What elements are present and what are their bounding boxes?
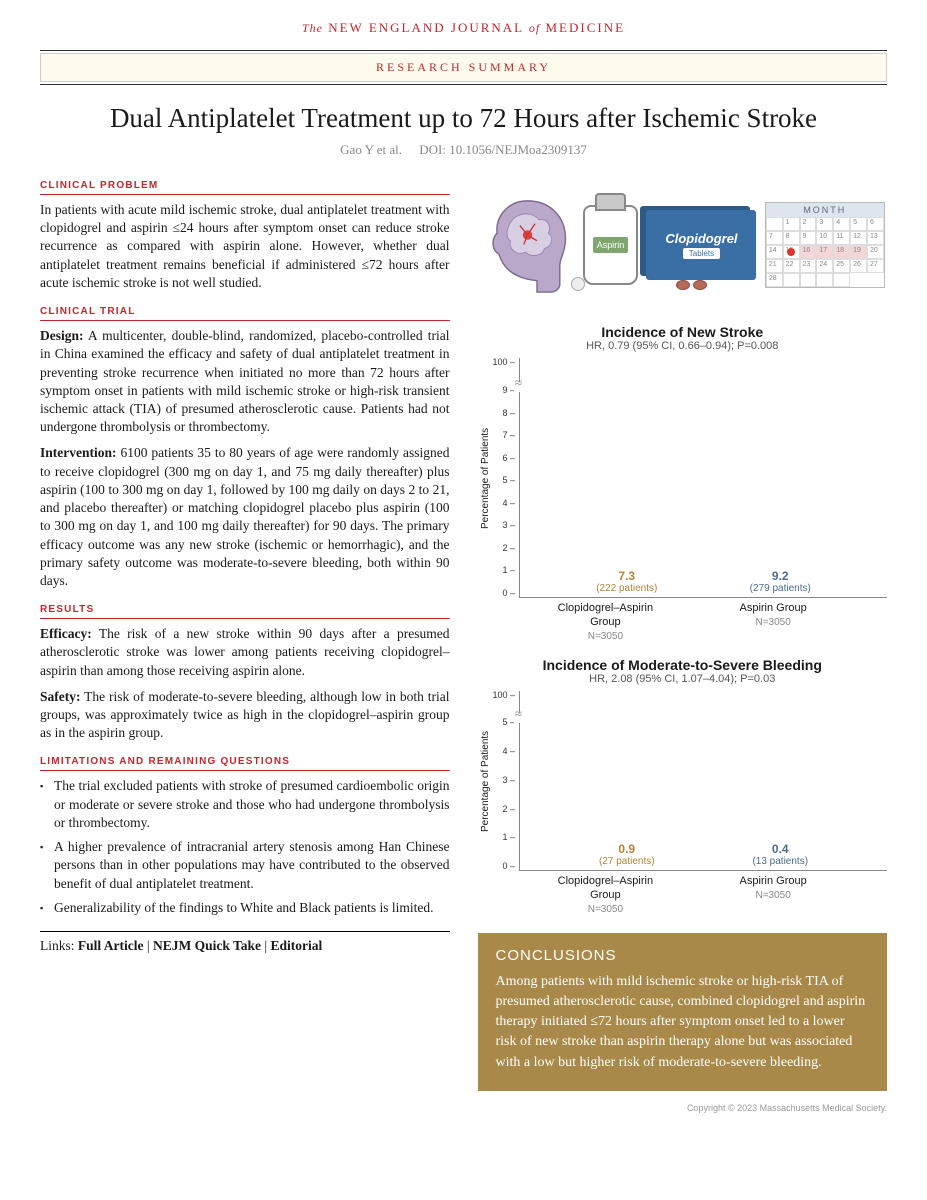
clinical-problem-text: In patients with acute mild ischemic str… [40, 201, 450, 292]
chart-new-stroke: Incidence of New Stroke HR, 0.79 (95% CI… [478, 324, 888, 643]
conclusions-box: CONCLUSIONS Among patients with mild isc… [478, 933, 888, 1091]
limitation-item: Generalizability of the findings to Whit… [40, 899, 450, 917]
x-label: Aspirin GroupN=3050 [718, 875, 828, 916]
bar: 9.2(279 patients) [725, 570, 835, 597]
x-label: Aspirin GroupN=3050 [718, 602, 828, 643]
journal-name: The NEW ENGLAND JOURNAL of MEDICINE [40, 20, 887, 36]
results-efficacy: Efficacy: The risk of a new stroke withi… [40, 625, 450, 680]
trial-design: Design: A multicenter, double-blind, ran… [40, 327, 450, 436]
head-results: RESULTS [40, 604, 450, 619]
limitation-item: A higher prevalence of intracranial arte… [40, 838, 450, 893]
summary-label: RESEARCH SUMMARY [40, 53, 887, 82]
x-label: Clopidogrel–Aspirin GroupN=3050 [550, 875, 660, 916]
conclusions-text: Among patients with mild ischemic stroke… [496, 972, 870, 1073]
copyright: Copyright © 2023 Massachusetts Medical S… [40, 1103, 887, 1113]
x-label: Clopidogrel–Aspirin GroupN=3050 [550, 602, 660, 643]
bar: 0.4(13 patients) [725, 843, 835, 870]
head-clinical-problem: CLINICAL PROBLEM [40, 180, 450, 195]
head-clinical-trial: CLINICAL TRIAL [40, 306, 450, 321]
limitation-item: The trial excluded patients with stroke … [40, 777, 450, 832]
clopidogrel-box: Clopidogrel Tablets [646, 210, 756, 280]
brain-icon [480, 193, 575, 298]
link-item[interactable]: NEJM Quick Take [150, 938, 261, 953]
conclusions-head: CONCLUSIONS [496, 947, 870, 964]
hero-illustration: Aspirin Clopidogrel Tablets MONTH 123456… [478, 180, 888, 310]
head-limitations: LIMITATIONS AND REMAINING QUESTIONS [40, 756, 450, 771]
results-safety: Safety: The risk of moderate-to-severe b… [40, 688, 450, 743]
doi: DOI: 10.1056/NEJMoa2309137 [419, 142, 587, 157]
limitations-list: The trial excluded patients with stroke … [40, 777, 450, 917]
bar: 0.9(27 patients) [572, 843, 682, 870]
aspirin-bottle: Aspirin [583, 205, 638, 285]
links-row: Links: Full Article | NEJM Quick Take | … [40, 931, 450, 954]
bar: 7.3(222 patients) [572, 570, 682, 597]
byline: Gao Y et al. DOI: 10.1056/NEJMoa2309137 [40, 142, 887, 158]
article-title: Dual Antiplatelet Treatment up to 72 Hou… [40, 103, 887, 134]
link-item[interactable]: Full Article [78, 938, 144, 953]
calendar: MONTH 1234567891011121314151617181920212… [765, 202, 885, 288]
link-item[interactable]: Editorial [267, 938, 322, 953]
summary-bar: RESEARCH SUMMARY [40, 50, 887, 85]
chart-bleeding: Incidence of Moderate-to-Severe Bleeding… [478, 657, 888, 916]
authors: Gao Y et al. [340, 142, 402, 157]
trial-intervention: Intervention: 6100 patients 35 to 80 yea… [40, 444, 450, 590]
